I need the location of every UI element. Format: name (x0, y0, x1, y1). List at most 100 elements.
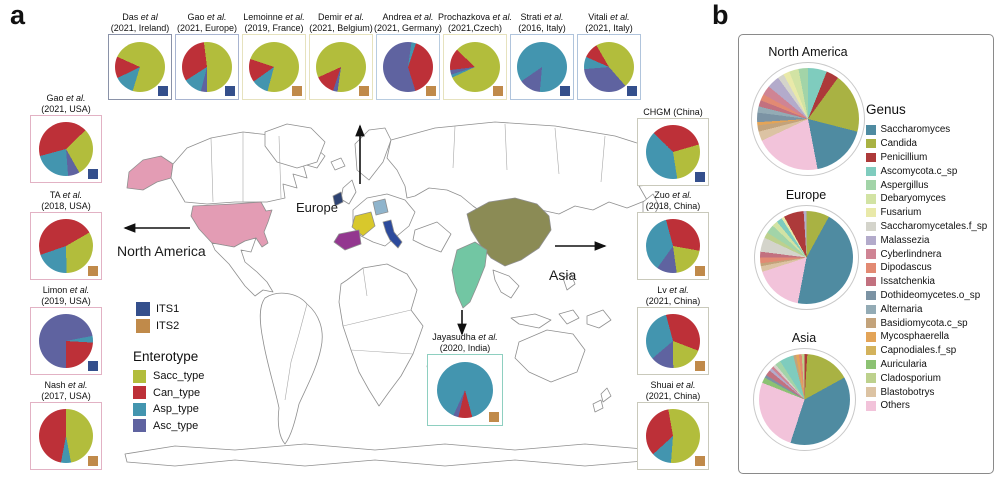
its-legend-label: ITS2 (156, 319, 180, 332)
its-legend-swatch (136, 318, 150, 333)
study-etal: et al. (285, 12, 305, 22)
map-mexico (211, 237, 274, 297)
genus-legend-swatch (866, 152, 876, 163)
enterotype-pie (39, 219, 93, 273)
map-uk (340, 179, 357, 205)
its-marker (88, 361, 98, 371)
its-marker (695, 361, 705, 371)
genus-legend-item: Auricularia (866, 358, 993, 372)
pie-ring (753, 205, 859, 310)
its-marker (493, 86, 503, 96)
genus-legend-label: Dothideomycetes.o_sp (880, 289, 981, 301)
genus-legend-label: Cyberlindnera (880, 248, 942, 260)
its-legend-item: ITS1 (136, 300, 179, 317)
study-pie-box (637, 118, 709, 186)
study-andrea-germany: Andrea et al. (2021, Germany) (374, 6, 442, 100)
study-etal: et al. (69, 285, 90, 295)
genus-legend-label: Others (880, 400, 910, 412)
enterotype-legend-swatch (133, 386, 146, 400)
study-zuo-china: Zuo et al. (2018, China) (637, 188, 709, 280)
study-author: Strati (520, 12, 542, 22)
its-marker (695, 266, 705, 276)
enterotype-legend-item: Sacc_type (133, 368, 204, 385)
panel-a-label: a (10, 0, 26, 30)
genus-legend-swatch (866, 180, 876, 190)
study-author: Prochazkova (437, 12, 490, 22)
study-lv-china: Lv et al. (2021, China) (637, 283, 709, 375)
genus-legend-swatch (866, 373, 876, 383)
genus-legend-swatch (866, 207, 876, 218)
study-etal: et al. (544, 12, 564, 22)
its-marker (225, 86, 235, 96)
enterotype-pie (437, 362, 493, 418)
study-pie-box (427, 354, 503, 426)
study-year: CHGM (China) (643, 107, 703, 117)
map-label-north-america: North America (117, 243, 206, 259)
map-country-germany (372, 198, 389, 216)
genus-legend-item: Dothideomycetes.o_sp (866, 289, 993, 303)
enterotype-legend-label: Sacc_type (153, 370, 205, 383)
study-label: Limon et al. (2019, USA) (41, 283, 91, 307)
genus-legend-item: Malassezia (866, 233, 993, 247)
its-marker (560, 86, 570, 96)
genus-legend-title: Genus (866, 102, 906, 117)
study-author: Limon (42, 285, 68, 295)
genus-pie (759, 211, 853, 304)
enterotype-pie (249, 42, 299, 92)
its-marker (695, 456, 705, 466)
its-marker (88, 456, 98, 466)
enterotype-legend: Enterotype Sacc_type Can_type Asp_type Asc_… (133, 349, 204, 434)
enterotype-pie (115, 42, 165, 92)
genus-legend-swatch (866, 290, 876, 301)
genus-legend-item: Cyberlindnera (866, 247, 993, 261)
study-author: Lemoinne (243, 12, 283, 22)
map-south-america (259, 292, 323, 445)
region-title: Asia (791, 331, 817, 345)
study-etal: et al. (672, 190, 692, 200)
study-year: (2021, China) (645, 391, 701, 401)
its-marker (88, 169, 98, 179)
genus-legend-item: Saccharomycetales.f_sp (866, 220, 993, 234)
study-year: (2018, China) (645, 201, 701, 211)
study-year: (2021, USA) (41, 104, 91, 114)
its-marker (627, 86, 637, 96)
its-marker (489, 412, 499, 422)
study-label: Andrea et al. (2021, Germany) (374, 6, 442, 34)
genus-legend-item: Issatchenkia (866, 275, 993, 289)
enterotype-legend-label: Asc_type (153, 419, 199, 432)
enterotype-pie (646, 409, 700, 463)
study-gao-europe: Gao et al. (2021, Europe) (175, 6, 239, 100)
genus-legend-item: Blastobotrys (866, 385, 993, 399)
its-legend: ITS1 ITS2 (136, 300, 179, 334)
study-etal: et al. (676, 380, 696, 390)
study-author: Vitali (588, 12, 608, 22)
study-das-ireland: Das et al (2021, Ireland) (108, 6, 172, 100)
map-label-europe: Europe (296, 200, 338, 215)
its-marker (88, 266, 98, 276)
enterotype-pie (646, 219, 700, 273)
study-year: (2017, USA) (41, 391, 91, 401)
map-country-ireland (332, 191, 344, 207)
study-pie-box (242, 34, 306, 100)
study-author: Nash (44, 380, 66, 390)
genus-legend-item: Alternaria (866, 302, 993, 316)
map-country-usa (190, 201, 273, 248)
study-author: Gao (46, 93, 64, 103)
map-country-india (451, 241, 488, 309)
study-author: Das (122, 12, 139, 22)
study-jayasudha-india: Jayasudha et al. (2020, India) (427, 330, 503, 426)
study-etal: et al. (414, 12, 434, 22)
enterotype-legend-label: Can_type (153, 386, 201, 399)
genus-legend-item: Aspergillus (866, 178, 993, 192)
map-label-asia: Asia (549, 267, 577, 283)
enterotype-legend-item: Can_type (133, 385, 204, 402)
genus-legend-swatch (866, 345, 876, 356)
genus-legend-label: Auricularia (880, 358, 927, 370)
map-nz-2 (592, 399, 604, 413)
genus-legend-label: Debaryomyces (880, 193, 946, 205)
region-pie-europe: Europe (749, 188, 863, 310)
study-year: (2019, France) (244, 23, 304, 33)
genus-legend-swatch (866, 249, 876, 259)
study-label: Das et al (2021, Ireland) (111, 6, 170, 34)
genus-legend-item: Penicillium (866, 151, 993, 165)
